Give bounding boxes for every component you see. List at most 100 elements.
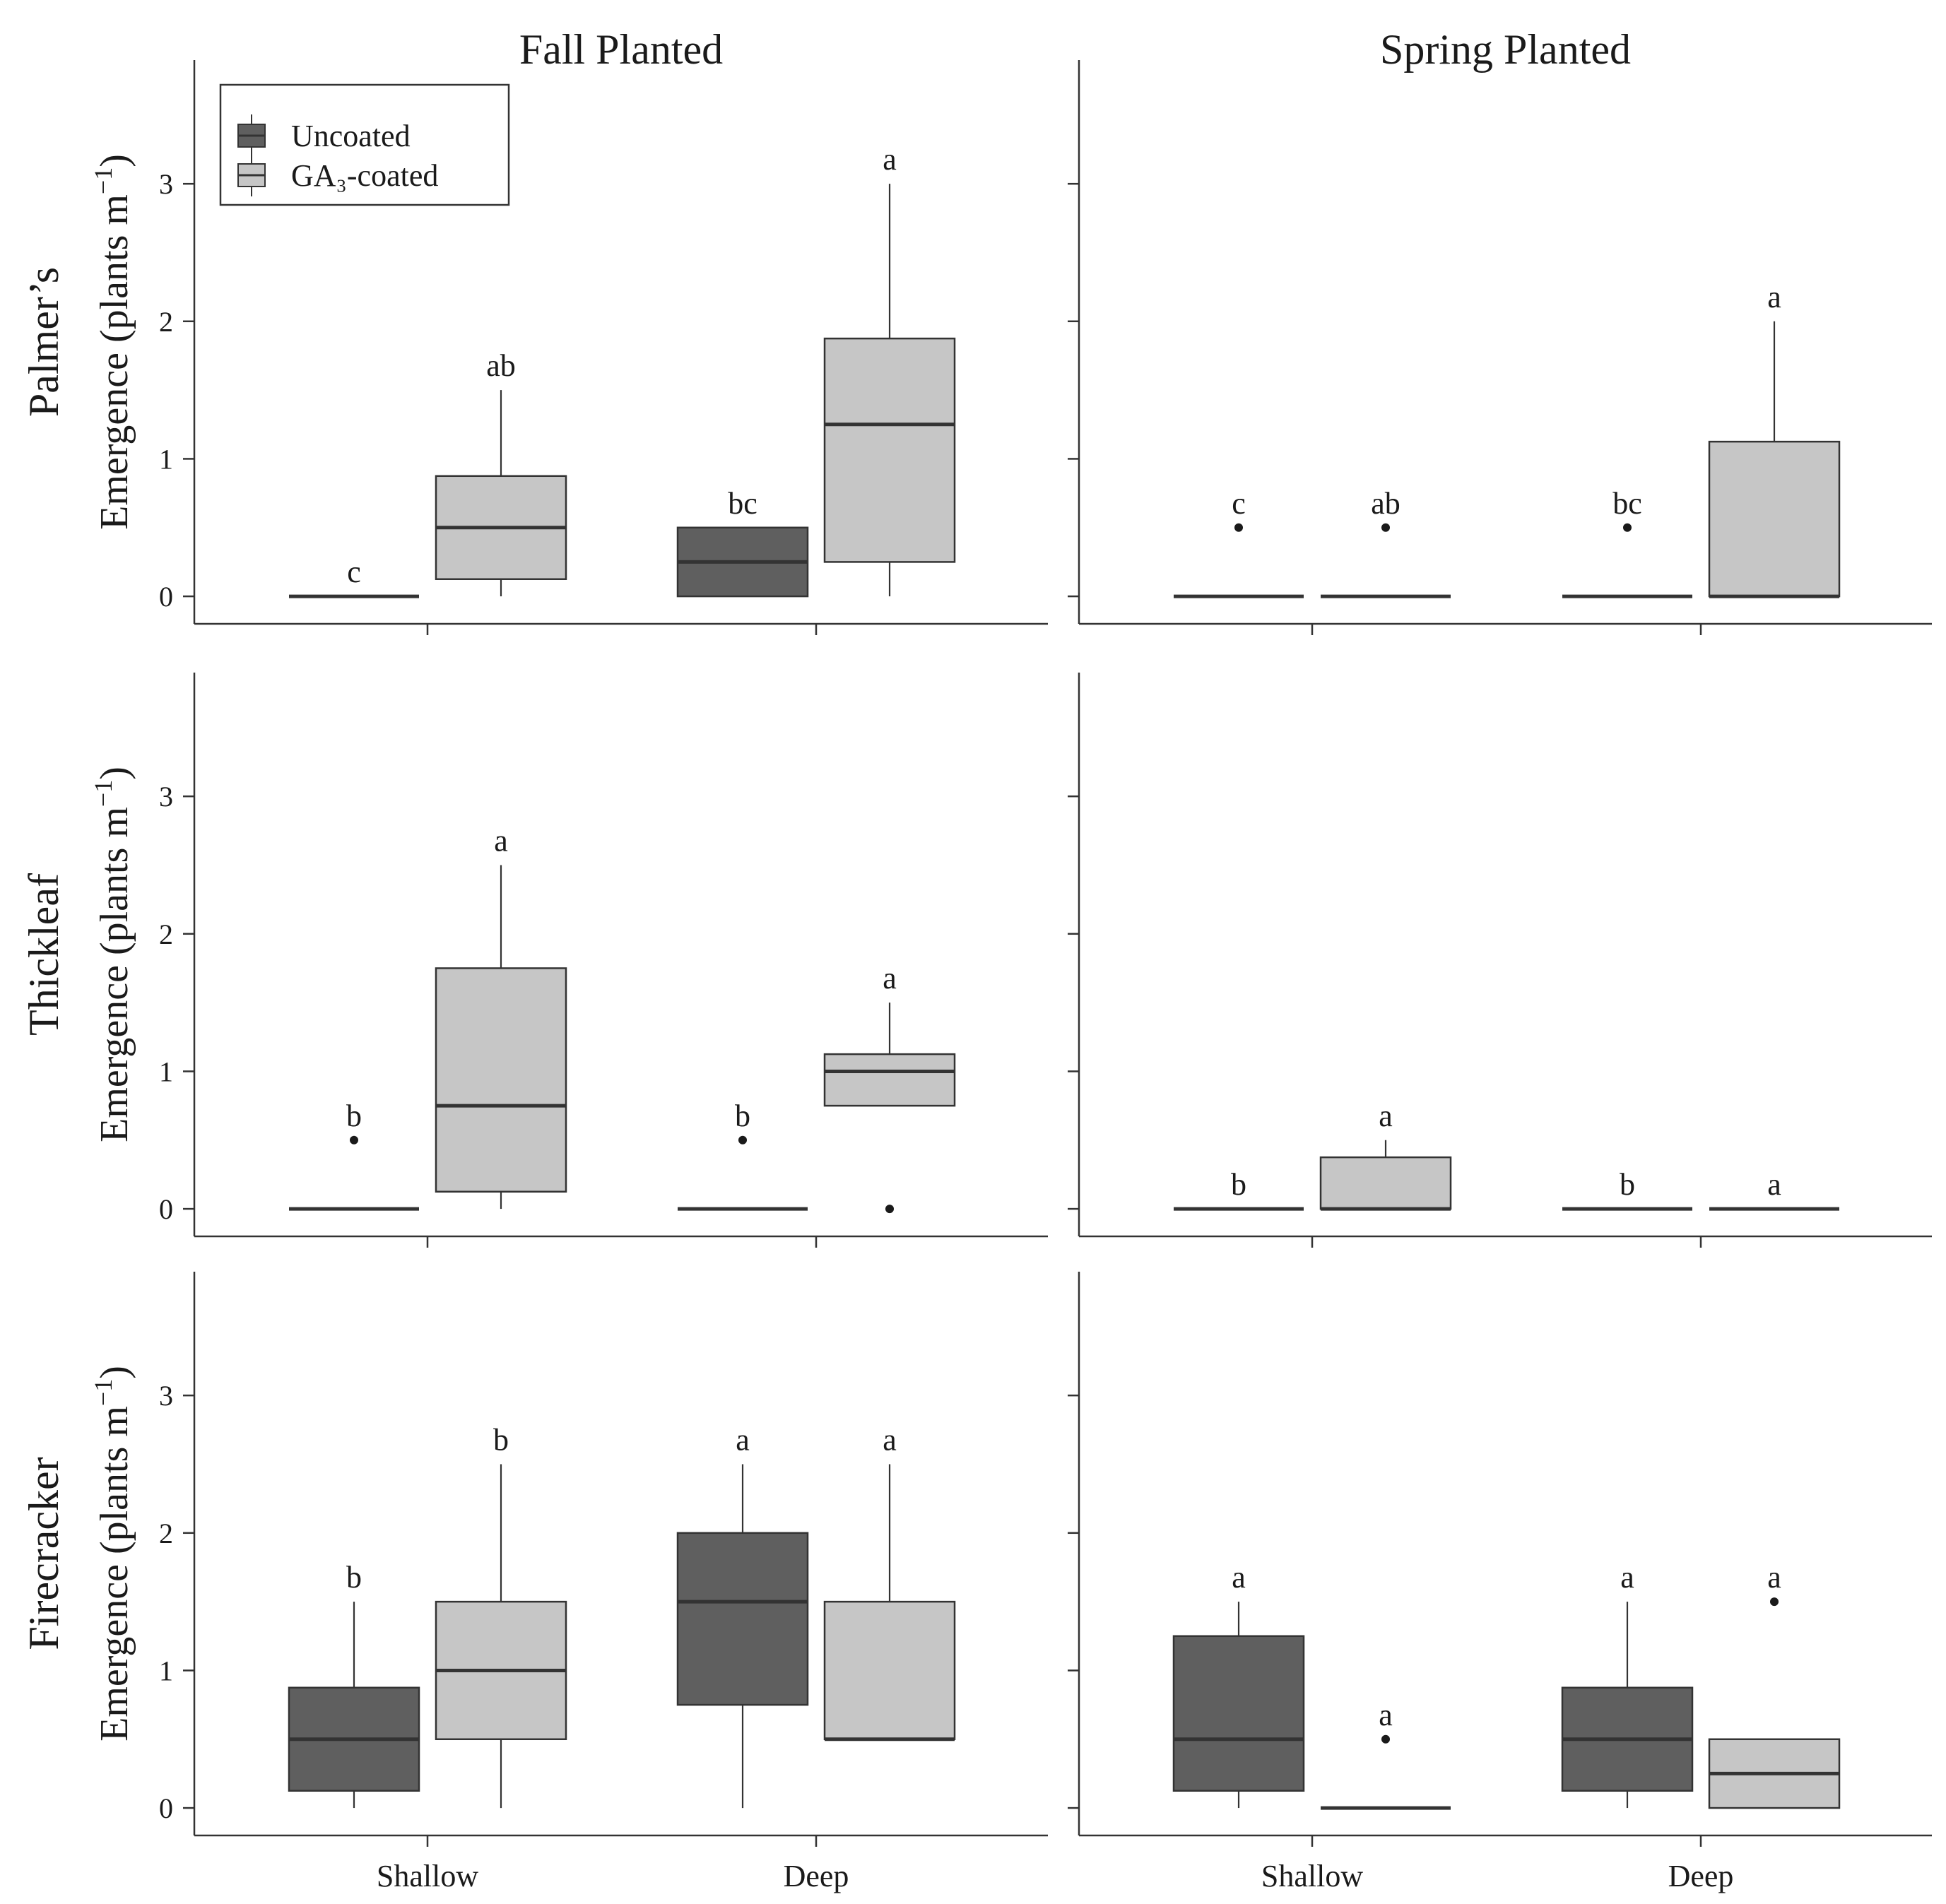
legend-frame bbox=[219, 83, 510, 206]
box-coated: ab bbox=[1321, 486, 1451, 598]
significance-letter: b bbox=[1620, 1167, 1635, 1202]
y-tick-label: 1 bbox=[159, 1655, 173, 1686]
significance-letter: c bbox=[1232, 486, 1246, 521]
box-coated: a bbox=[1321, 1698, 1451, 1810]
x-tick-label: Deep bbox=[784, 1859, 849, 1893]
box-uncoated: c bbox=[289, 555, 419, 598]
y-axis-label-close: ) bbox=[93, 767, 136, 780]
y-tick-label: 3 bbox=[159, 168, 173, 200]
significance-letter: bc bbox=[728, 486, 757, 521]
box-uncoated: c bbox=[1174, 486, 1304, 598]
significance-letter: bc bbox=[1612, 486, 1642, 521]
significance-letter: b bbox=[1231, 1167, 1246, 1202]
box-body bbox=[823, 337, 956, 563]
significance-letter: a bbox=[1232, 1560, 1246, 1595]
box-uncoated: b bbox=[289, 1099, 419, 1211]
y-axis-label: Emergence (plants m−1) bbox=[89, 767, 136, 1142]
x-tick-label: Deep bbox=[1668, 1859, 1734, 1893]
outlier-point bbox=[738, 1135, 747, 1145]
box-uncoated: bc bbox=[676, 486, 809, 598]
y-tick-label: 2 bbox=[159, 306, 173, 338]
panel-r0-c0: 0 1 2 3 c ab bc a bbox=[159, 60, 1048, 635]
significance-letter: ab bbox=[1371, 486, 1400, 521]
panel-r1-c1: b a b a bbox=[1068, 673, 1932, 1248]
panel-r2-c1: Shallow Deep a a a a bbox=[1068, 1272, 1932, 1893]
box-coated: a bbox=[823, 961, 956, 1214]
significance-letter: a bbox=[883, 142, 897, 177]
y-axis-label-close: ) bbox=[93, 154, 136, 167]
significance-letter: a bbox=[1379, 1698, 1393, 1732]
x-tick-label: Shallow bbox=[377, 1859, 478, 1893]
box-coated: b bbox=[435, 1422, 567, 1809]
box-coated: a bbox=[1708, 1560, 1841, 1809]
y-tick-label: 1 bbox=[159, 443, 173, 475]
box-coated: a bbox=[1708, 280, 1841, 598]
y-tick-label: 0 bbox=[159, 1792, 173, 1824]
panel-r0-c1: c ab bc a bbox=[1068, 60, 1932, 635]
y-tick-label: 2 bbox=[159, 1518, 173, 1549]
y-tick-label: 3 bbox=[159, 781, 173, 812]
significance-letter: a bbox=[1767, 280, 1781, 314]
box-body bbox=[676, 1532, 809, 1706]
box-coated: a bbox=[823, 142, 956, 597]
legend-label: Uncoated bbox=[291, 119, 411, 153]
significance-letter: c bbox=[347, 555, 361, 589]
legend: Uncoated GA₃-coated bbox=[219, 83, 510, 206]
outlier-point bbox=[1234, 523, 1243, 532]
x-tick-label: Shallow bbox=[1261, 1859, 1363, 1893]
outlier-point bbox=[885, 1205, 894, 1214]
outlier-point bbox=[1381, 1734, 1390, 1744]
y-axis-label-exponent: −1 bbox=[89, 780, 117, 807]
significance-letter: b bbox=[493, 1422, 509, 1457]
box-coated: a bbox=[823, 1422, 956, 1742]
box-uncoated: b bbox=[678, 1099, 808, 1211]
y-axis-label: Emergence (plants m−1) bbox=[89, 1366, 136, 1742]
significance-letter: b bbox=[735, 1099, 750, 1133]
box-uncoated: b bbox=[288, 1560, 420, 1809]
box-body bbox=[1319, 1156, 1452, 1210]
box-uncoated: a bbox=[676, 1422, 809, 1809]
y-axis-label-text: Emergence (plants m bbox=[93, 807, 136, 1142]
outlier-point bbox=[1770, 1597, 1779, 1607]
y-axis-label-exponent: −1 bbox=[89, 167, 117, 194]
box-body bbox=[823, 1053, 956, 1107]
column-title: Spring Planted bbox=[1380, 26, 1631, 73]
row-title: Palmer’s bbox=[20, 267, 67, 417]
y-axis-label-text: Emergence (plants m bbox=[93, 1406, 136, 1742]
row-title: Thickleaf bbox=[20, 873, 67, 1036]
significance-letter: b bbox=[346, 1560, 362, 1595]
box-uncoated: a bbox=[1172, 1560, 1305, 1809]
significance-letter: a bbox=[1767, 1167, 1781, 1202]
box-coated: a bbox=[435, 823, 567, 1210]
box-coated: a bbox=[1319, 1099, 1452, 1211]
significance-letter: a bbox=[1620, 1560, 1634, 1595]
significance-letter: a bbox=[883, 1422, 897, 1457]
y-axis-label-text: Emergence (plants m bbox=[93, 194, 136, 530]
box-body bbox=[1172, 1635, 1305, 1792]
outlier-point bbox=[1623, 523, 1632, 532]
outlier-point bbox=[1381, 523, 1390, 532]
box-body bbox=[1708, 440, 1841, 598]
box-uncoated: b bbox=[1174, 1167, 1304, 1211]
panel-r2-c0: 0 1 2 3 Shallow Deep b b a a bbox=[159, 1272, 1048, 1893]
box-coated: ab bbox=[435, 348, 567, 597]
significance-letter: a bbox=[883, 961, 897, 995]
outlier-point bbox=[350, 1135, 358, 1145]
y-tick-label: 0 bbox=[159, 581, 173, 613]
box-uncoated: b bbox=[1562, 1167, 1692, 1211]
panel-r1-c0: 0 1 2 3 b a b a bbox=[159, 673, 1048, 1248]
y-axis-label-close: ) bbox=[93, 1366, 136, 1379]
y-axis-label: Emergence (plants m−1) bbox=[89, 154, 136, 530]
y-tick-label: 1 bbox=[159, 1056, 173, 1087]
box-uncoated: bc bbox=[1562, 486, 1692, 598]
box-coated: a bbox=[1709, 1167, 1839, 1211]
significance-letter: a bbox=[736, 1422, 750, 1457]
y-tick-label: 3 bbox=[159, 1380, 173, 1412]
significance-letter: b bbox=[346, 1099, 362, 1133]
legend-label: GA₃-coated bbox=[291, 158, 438, 193]
significance-letter: a bbox=[494, 823, 508, 858]
box-uncoated: a bbox=[1561, 1560, 1694, 1809]
significance-letter: a bbox=[1379, 1099, 1393, 1133]
significance-letter: a bbox=[1767, 1560, 1781, 1595]
